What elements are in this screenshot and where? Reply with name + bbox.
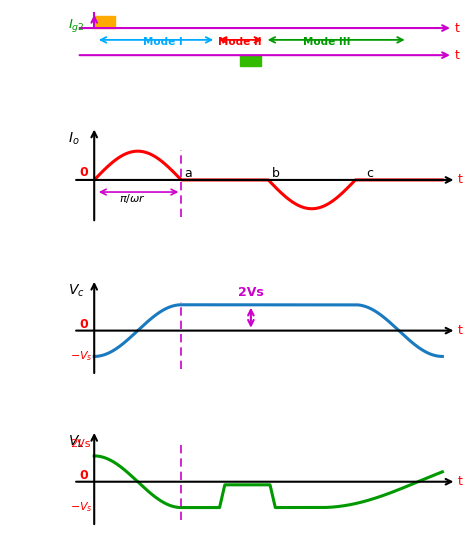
Text: Mode II: Mode II	[218, 37, 262, 47]
Text: $V_L$: $V_L$	[68, 434, 84, 451]
Text: 2Vs: 2Vs	[70, 439, 91, 450]
Text: Mode I: Mode I	[143, 37, 182, 47]
Text: 0: 0	[79, 317, 88, 330]
Text: Mode III: Mode III	[303, 37, 351, 47]
Text: $I_o$: $I_o$	[68, 131, 80, 147]
Text: $-V_s$: $-V_s$	[70, 501, 92, 514]
Text: $\pi/\omega r$: $\pi/\omega r$	[118, 191, 146, 204]
Text: t: t	[458, 324, 463, 337]
Text: $I_{g2}$: $I_{g2}$	[68, 17, 85, 34]
Text: 0: 0	[79, 468, 88, 482]
Text: $-V_s$: $-V_s$	[70, 350, 92, 363]
Bar	[94, 16, 115, 28]
Text: 0: 0	[79, 167, 88, 179]
Text: $V_c$: $V_c$	[68, 283, 85, 299]
Text: t: t	[458, 475, 463, 488]
Text: b: b	[272, 167, 280, 180]
Text: a: a	[185, 167, 192, 180]
Text: c: c	[366, 167, 373, 180]
Text: t: t	[455, 49, 459, 61]
Bar	[240, 55, 261, 66]
Text: 2Vs: 2Vs	[238, 286, 264, 299]
Text: t: t	[455, 22, 459, 34]
Text: t: t	[458, 174, 463, 186]
